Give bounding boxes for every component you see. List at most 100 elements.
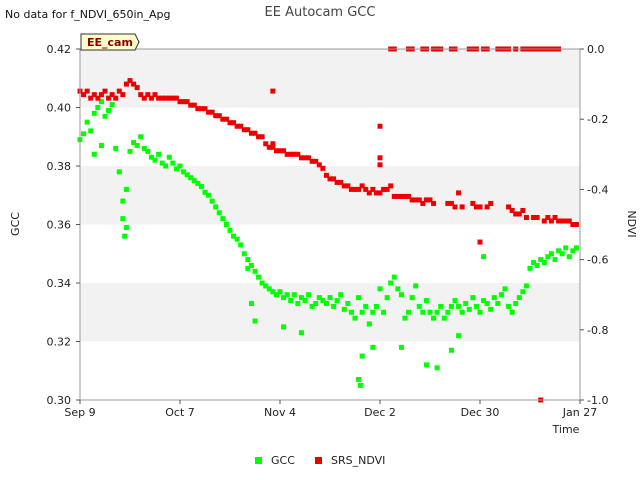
- point-srs-ndvi: [534, 214, 540, 220]
- point-srs-ndvi: [559, 218, 565, 224]
- point-srs-ndvi: [509, 207, 515, 213]
- point-srs-ndvi: [88, 95, 94, 101]
- point-gcc: [109, 102, 115, 108]
- point-srs-ndvi: [198, 106, 204, 112]
- point-gcc: [241, 251, 247, 257]
- point-gcc: [420, 309, 426, 315]
- point-srs-ndvi: [423, 197, 429, 203]
- point-gcc: [334, 298, 340, 304]
- point-srs-ndvi: [109, 92, 115, 98]
- point-gcc: [452, 298, 458, 304]
- point-gcc: [84, 119, 90, 125]
- point-gcc: [98, 99, 104, 105]
- y-left-tick-label: 0.42: [47, 43, 72, 56]
- y-left-tick-label: 0.40: [47, 102, 72, 115]
- point-srs-ndvi: [345, 183, 351, 189]
- point-gcc: [448, 347, 454, 353]
- point-srs-ndvi: [366, 190, 372, 196]
- point-gcc: [570, 248, 576, 254]
- point-gcc: [291, 292, 297, 298]
- point-srs-ndvi: [81, 92, 87, 98]
- point-gcc: [370, 309, 376, 315]
- point-gcc: [357, 382, 363, 388]
- point-gcc: [159, 160, 165, 166]
- point-gcc: [263, 283, 269, 289]
- point-srs-ndvi: [245, 127, 251, 133]
- point-srs-ndvi: [213, 113, 219, 119]
- point-gcc: [381, 309, 387, 315]
- x-tick-label: Nov 4: [264, 406, 296, 419]
- point-srs-ndvi: [552, 214, 558, 220]
- point-srs-ndvi: [477, 239, 483, 245]
- point-gcc: [120, 198, 126, 204]
- x-tick-label: Oct 7: [165, 406, 195, 419]
- point-srs-ndvi: [477, 204, 483, 210]
- point-gcc: [541, 260, 547, 266]
- point-gcc: [231, 233, 237, 239]
- point-srs-ndvi: [359, 183, 365, 189]
- point-srs-ndvi: [334, 179, 340, 185]
- point-gcc: [127, 148, 133, 154]
- point-gcc: [423, 362, 429, 368]
- point-srs-ndvi: [95, 95, 101, 101]
- point-srs-ndvi: [270, 88, 276, 94]
- point-gcc: [120, 216, 126, 222]
- point-gcc: [181, 169, 187, 175]
- point-srs-ndvi: [427, 197, 433, 203]
- point-srs-ndvi: [520, 207, 526, 213]
- point-gcc: [145, 148, 151, 154]
- legend-label-gcc: GCC: [271, 454, 295, 467]
- point-srs-ndvi: [177, 99, 183, 105]
- point-gcc: [266, 286, 272, 292]
- y-right-tick-label: -0.6: [587, 254, 608, 267]
- point-gcc: [277, 289, 283, 295]
- y-right-tick-label: -0.8: [587, 324, 608, 337]
- plot-bands: [80, 49, 580, 342]
- point-gcc: [213, 204, 219, 210]
- point-gcc: [348, 309, 354, 315]
- point-gcc: [373, 303, 379, 309]
- point-srs-ndvi: [191, 102, 197, 108]
- point-gcc: [559, 251, 565, 257]
- point-srs-ndvi: [123, 81, 129, 87]
- point-gcc: [459, 309, 465, 315]
- point-srs-ndvi: [566, 218, 572, 224]
- chart-title: EE Autocam GCC: [265, 5, 376, 20]
- x-tick-label: Dec 30: [461, 406, 500, 419]
- point-gcc: [481, 298, 487, 304]
- point-srs-ndvi: [313, 158, 319, 164]
- point-gcc: [106, 107, 112, 113]
- y-right-tick-label: -0.4: [587, 183, 608, 196]
- point-srs-ndvi: [163, 95, 169, 101]
- y-right-tick-label: 0.0: [587, 43, 605, 56]
- point-gcc: [102, 113, 108, 119]
- point-srs-ndvi: [323, 172, 329, 178]
- point-srs-ndvi: [341, 183, 347, 189]
- point-gcc: [438, 303, 444, 309]
- point-srs-ndvi: [120, 92, 126, 98]
- point-gcc: [166, 154, 172, 160]
- point-gcc: [123, 186, 129, 192]
- grid-band: [80, 283, 580, 342]
- point-srs-ndvi: [377, 190, 383, 196]
- point-gcc: [313, 300, 319, 306]
- point-gcc: [170, 160, 176, 166]
- y-left-tick-label: 0.38: [47, 160, 72, 173]
- y-right-tick-label: -1.0: [587, 394, 608, 407]
- point-srs-ndvi: [220, 116, 226, 122]
- point-srs-ndvi: [573, 222, 579, 227]
- point-gcc: [398, 344, 404, 350]
- point-gcc: [481, 254, 487, 260]
- point-gcc: [323, 300, 329, 306]
- point-gcc: [563, 245, 569, 251]
- point-gcc: [359, 309, 365, 315]
- point-srs-ndvi: [106, 95, 112, 101]
- point-gcc: [352, 315, 358, 321]
- point-gcc: [245, 265, 251, 271]
- point-gcc: [281, 295, 287, 301]
- point-srs-ndvi: [431, 200, 437, 206]
- point-srs-ndvi: [302, 155, 308, 161]
- point-gcc: [281, 324, 287, 330]
- y-axis-left: 0.30 0.32 0.34 0.36 0.38 0.40 0.42: [47, 43, 80, 407]
- point-srs-ndvi: [91, 92, 97, 98]
